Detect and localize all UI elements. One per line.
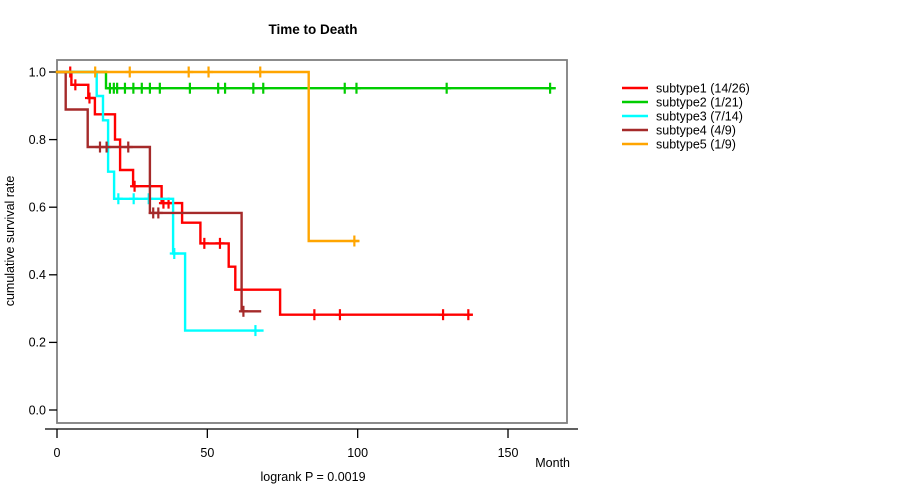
x-tick-label: 50: [200, 446, 214, 460]
legend-item: subtype5 (1/9): [622, 137, 736, 151]
legend-label: subtype2 (1/21): [656, 95, 743, 109]
censor-ticks-subtype3: [113, 193, 260, 337]
legend-item: subtype1 (14/26): [622, 81, 750, 95]
legend-item: subtype3 (7/14): [622, 109, 743, 123]
legend-label: subtype3 (7/14): [656, 109, 743, 123]
x-tick-label: 0: [54, 446, 61, 460]
censor-ticks-subtype4: [95, 141, 248, 317]
legend-item: subtype4 (4/9): [622, 123, 736, 137]
legend: subtype1 (14/26)subtype2 (1/21)subtype3 …: [622, 81, 750, 151]
legend-label: subtype1 (14/26): [656, 81, 750, 95]
curve-subtype5: [55, 70, 360, 243]
y-tick-label: 0.0: [29, 403, 46, 417]
plot-title: Time to Death: [268, 22, 357, 37]
curve-subtype4: [55, 70, 262, 313]
curve-subtype3: [55, 70, 264, 332]
y-tick-label: 0.8: [29, 133, 46, 147]
x-axis-label: Month: [535, 456, 570, 470]
legend-label: subtype4 (4/9): [656, 123, 736, 137]
y-tick-label: 0.4: [29, 268, 46, 282]
y-tick-label: 0.2: [29, 336, 46, 350]
curve-subtype2: [55, 70, 556, 90]
legend-item: subtype2 (1/21): [622, 95, 743, 109]
censor-ticks-subtype2: [105, 82, 555, 94]
x-tick-label: 100: [347, 446, 368, 460]
y-tick-label: 0.6: [29, 201, 46, 215]
axes: 0 50 100 150 1.0 0.8 0.6 0.4 0.2 0.0: [29, 65, 578, 460]
censor-ticks-subtype1: [65, 66, 473, 321]
logrank-annotation: logrank P = 0.0019: [260, 470, 365, 484]
y-axis-label: cumulative survival rate: [3, 176, 17, 307]
x-tick-label: 150: [498, 446, 519, 460]
survival-curves: [55, 66, 556, 337]
plot-box: [56, 59, 568, 424]
censor-ticks-subtype5: [90, 66, 359, 247]
y-tick-label: 1.0: [29, 65, 46, 79]
legend-label: subtype5 (1/9): [656, 137, 736, 151]
